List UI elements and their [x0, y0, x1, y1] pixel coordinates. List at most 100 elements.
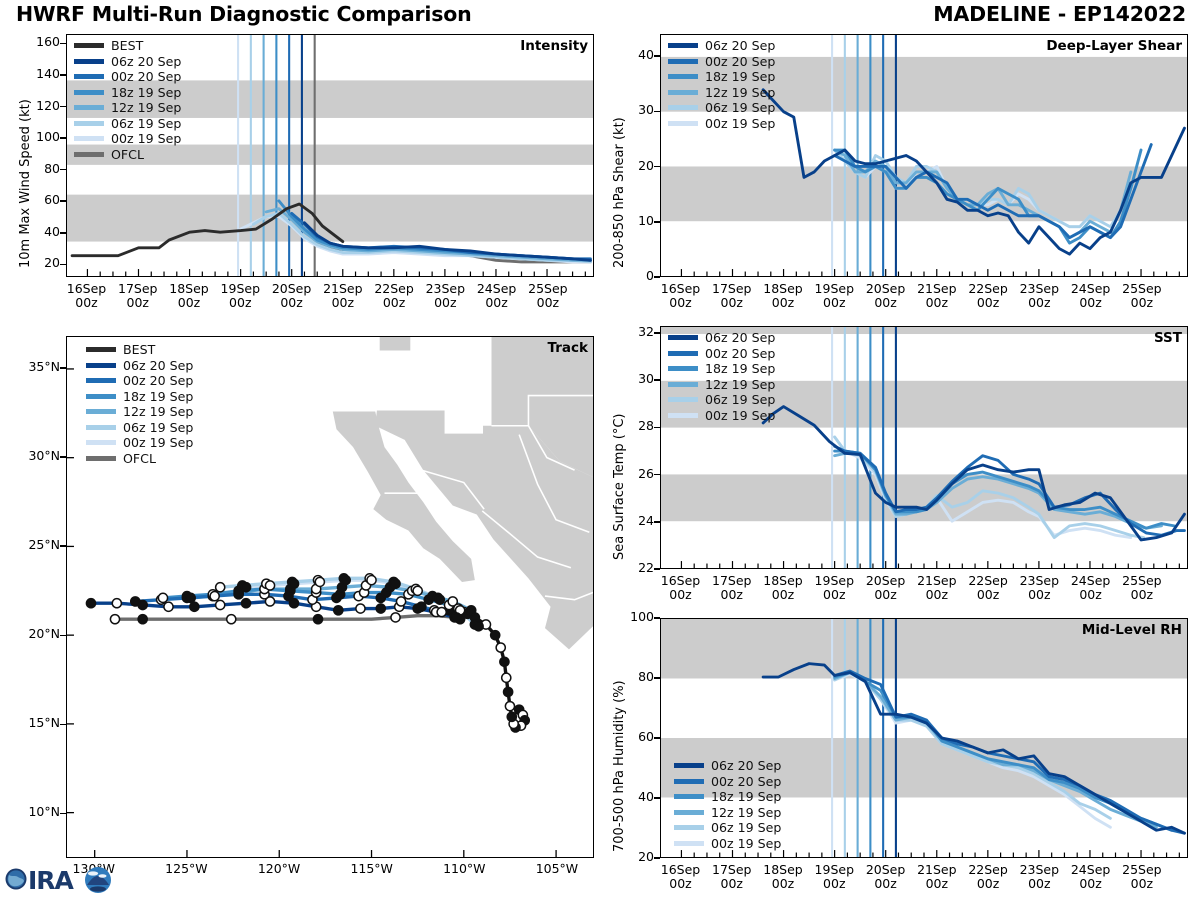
axis-tick-label: 18Sep 00z — [748, 863, 818, 891]
axis-tick-mark — [654, 473, 660, 476]
axis-tick-hour: 00z — [1130, 876, 1154, 891]
shear-plot-area — [661, 35, 1187, 276]
axis-tick-hour: 00z — [720, 587, 743, 602]
legend-color-swatch — [86, 362, 116, 368]
axis-tick-hour: 00z — [1079, 295, 1102, 310]
axis-tick-hour: 00z — [874, 876, 897, 891]
axis-tick-date: 18Sep — [763, 862, 803, 877]
axis-tick-label: 110°W — [443, 861, 486, 876]
rh-frame — [660, 618, 1188, 858]
axis-tick-date: 25Sep — [1122, 573, 1162, 588]
axis-tick-label: 24Sep 00z — [462, 282, 532, 310]
intensity-plot-area — [67, 35, 593, 276]
axis-tick-date: 17Sep — [712, 573, 752, 588]
axis-tick-label: 20Sep 00z — [257, 282, 327, 310]
sst-plot-area — [661, 327, 1187, 568]
axis-tick-date: 25Sep — [1122, 862, 1162, 877]
axis-tick-mark — [60, 105, 66, 108]
track-plot-area — [67, 337, 593, 857]
axis-tick-label: 16Sep 00z — [646, 282, 716, 310]
panel-shear[interactable]: Deep-Layer Shear 06z 20 Sep 00z 20 Sep 18z… — [660, 34, 1188, 277]
axis-tick-hour: 00z — [669, 295, 692, 310]
legend-label: OFCL — [111, 146, 144, 162]
legend-color-swatch — [86, 455, 116, 461]
shear-legend: 06z 20 Sep 00z 20 Sep 18z 19 Sep 12z 19 Sep… — [668, 38, 775, 131]
axis-tick-date: 24Sep — [1070, 573, 1111, 588]
panel-rh[interactable]: Mid-Level RH 06z 20 Sep 00z 20 Sep 18z 19 … — [660, 618, 1188, 858]
axis-tick-date: 24Sep — [1070, 281, 1111, 296]
legend-item: 00z 19 Sep — [668, 408, 775, 424]
legend-item: 06z 19 Sep — [668, 392, 775, 408]
axis-tick-hour: 00z — [720, 876, 743, 891]
axis-tick-label: 21Sep 00z — [308, 282, 378, 310]
axis-tick-mark — [654, 857, 660, 859]
axis-tick-date: 21Sep — [323, 281, 363, 296]
axis-tick-hour: 00z — [75, 295, 98, 310]
axis-tick-date: 22Sep — [968, 573, 1008, 588]
axis-tick-label: 140 — [36, 66, 60, 82]
legend-label: 18z 19 Sep — [705, 361, 776, 377]
panel-intensity[interactable]: Intensity BEST 06z 20 Sep 00z 20 Sep 18z 19… — [66, 34, 594, 277]
legend-label: 00z 19 Sep — [705, 407, 776, 423]
axis-tick-date: 19Sep — [220, 281, 261, 296]
axis-tick-hour: 00z — [280, 295, 303, 310]
axis-tick-label: 25Sep 00z — [1107, 282, 1177, 310]
rh-legend: 06z 20 Sep 00z 20 Sep 18z 19 Sep 12z 19 Sep… — [674, 758, 781, 851]
legend-label: 12z 19 Sep — [705, 84, 776, 100]
axis-tick-hour: 00z — [976, 587, 1000, 602]
legend-color-swatch — [74, 120, 104, 126]
axis-tick-hour: 00z — [229, 295, 252, 310]
legend-item: 00z 19 Sep — [668, 116, 775, 132]
legend-item: OFCL — [74, 147, 181, 163]
axis-tick-date: 18Sep — [169, 281, 209, 296]
axis-tick-label: 80 — [638, 669, 654, 684]
legend-item: 12z 19 Sep — [86, 404, 193, 420]
axis-tick-mark — [654, 276, 660, 278]
axis-tick-hour: 00z — [874, 587, 897, 602]
panel-sst[interactable]: SST 06z 20 Sep 00z 20 Sep 18z 19 Sep 12z 19… — [660, 326, 1188, 569]
legend-label: BEST — [123, 342, 156, 358]
legend-item: 00z 20 Sep — [86, 373, 193, 389]
legend-color-swatch — [668, 335, 698, 341]
axis-tick-hour: 00z — [925, 587, 949, 602]
axis-tick-date: 21Sep — [917, 281, 957, 296]
legend-label: 06z 19 Sep — [705, 392, 776, 408]
axis-tick-hour: 00z — [925, 876, 949, 891]
legend-label: 12z 19 Sep — [123, 404, 194, 420]
axis-tick-label: 20 — [638, 157, 654, 173]
axis-tick-label: 20 — [44, 255, 60, 271]
panel-track[interactable]: Track BEST 06z 20 Sep 00z 20 Sep 18z 19 Sep… — [66, 336, 594, 858]
axis-tick-label: 23Sep 00z — [410, 282, 480, 310]
rh-panel-title: Mid-Level RH — [1081, 622, 1182, 638]
legend-color-swatch — [668, 89, 698, 95]
legend-color-swatch — [74, 58, 104, 64]
legend-item: 12z 19 Sep — [668, 377, 775, 393]
shear-panel-title: Deep-Layer Shear — [1046, 38, 1182, 54]
legend-label: 06z 19 Sep — [711, 820, 782, 836]
axis-tick-mark — [60, 42, 66, 45]
legend-item: 12z 19 Sep — [668, 85, 775, 101]
axis-tick-label: 160 — [36, 34, 60, 50]
axis-tick-hour: 00z — [1130, 295, 1154, 310]
legend-color-swatch — [86, 347, 116, 353]
legend-color-swatch — [674, 763, 704, 769]
axis-tick-label: 23Sep 00z — [1004, 574, 1074, 602]
axis-tick-date: 22Sep — [968, 862, 1008, 877]
axis-tick-date: 24Sep — [476, 281, 517, 296]
axis-tick-label: 16Sep 00z — [646, 574, 716, 602]
legend-color-swatch — [674, 778, 704, 784]
legend-item: 06z 20 Sep — [86, 358, 193, 374]
legend-color-swatch — [674, 809, 704, 815]
legend-color-swatch — [668, 74, 698, 80]
axis-tick-date: 17Sep — [712, 281, 752, 296]
axis-tick-mark — [654, 521, 660, 523]
legend-label: 06z 20 Sep — [705, 38, 776, 54]
shear-y-axis-label: 200-850 hPa Shear (kt) — [612, 117, 627, 268]
legend-color-swatch — [668, 120, 698, 126]
axis-tick-label: 19Sep 00z — [799, 282, 869, 310]
axis-tick-hour: 00z — [925, 295, 949, 310]
axis-tick-label: 19Sep 00z — [799, 863, 869, 891]
axis-tick-mark — [60, 456, 66, 458]
axis-tick-hour: 00z — [669, 587, 692, 602]
